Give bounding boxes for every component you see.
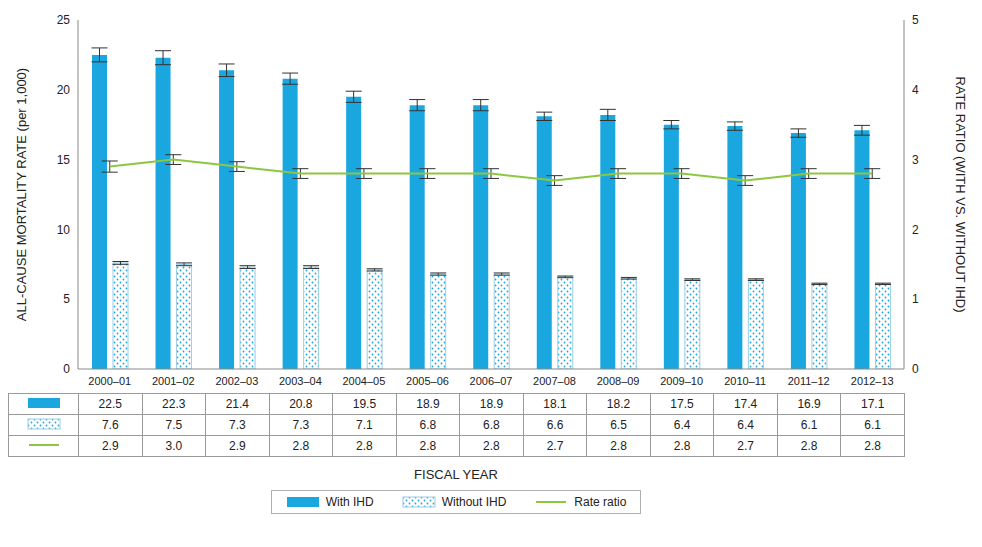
html-text:17.5: 17.5 — [670, 397, 694, 411]
svg-text:2007–08: 2007–08 — [533, 375, 576, 387]
html-text:2.8: 2.8 — [356, 439, 373, 453]
svg-text:0: 0 — [912, 362, 919, 376]
svg-text:2005–06: 2005–06 — [406, 375, 449, 387]
svg-text:5: 5 — [63, 292, 70, 306]
svg-text:RATE RATIO (WITH VS. WITHOUT I: RATE RATIO (WITH VS. WITHOUT IHD) — [953, 76, 968, 312]
html-text:2.7: 2.7 — [737, 439, 754, 453]
html-text:6.6: 6.6 — [546, 418, 564, 432]
svg-text:2: 2 — [912, 223, 919, 237]
html-text:Rate ratio: Rate ratio — [574, 495, 627, 509]
html-text:7.3: 7.3 — [229, 418, 246, 432]
html-text:2.8: 2.8 — [419, 439, 437, 453]
html-text:2.8: 2.8 — [673, 439, 691, 453]
html-text:2.9: 2.9 — [229, 439, 246, 453]
html-text:18.2: 18.2 — [606, 397, 631, 411]
html-text:6.1: 6.1 — [864, 418, 881, 432]
svg-text:2006–07: 2006–07 — [470, 375, 513, 387]
html-text:2.8: 2.8 — [292, 439, 310, 453]
html-text:6.8: 6.8 — [419, 418, 437, 432]
svg-text:5: 5 — [912, 13, 919, 27]
svg-text:2011–12: 2011–12 — [788, 375, 830, 387]
html-text:18.1: 18.1 — [543, 397, 567, 411]
svg-text:2012–13: 2012–13 — [851, 375, 894, 387]
svg-text:0: 0 — [63, 362, 70, 376]
svg-text:20: 20 — [57, 83, 71, 97]
svg-text:3: 3 — [912, 153, 919, 167]
html-text:22.3: 22.3 — [162, 397, 186, 411]
html-text:Without IHD: Without IHD — [441, 495, 507, 509]
svg-text:2009–10: 2009–10 — [660, 375, 703, 387]
svg-text:2003–04: 2003–04 — [279, 375, 322, 387]
html-text:6.4: 6.4 — [737, 418, 754, 432]
html-text:6.5: 6.5 — [610, 418, 627, 432]
html-text:6.4: 6.4 — [673, 418, 691, 432]
html-text:2.8: 2.8 — [483, 439, 500, 453]
svg-text:ALL-CAUSE MORTALITY RATE (per: ALL-CAUSE MORTALITY RATE (per 1,000) — [14, 68, 29, 321]
svg-text:2000–01: 2000–01 — [88, 375, 131, 387]
html-text:With IHD: With IHD — [325, 495, 374, 509]
svg-text:2010–11: 2010–11 — [724, 375, 766, 387]
html-text:3.0: 3.0 — [165, 439, 183, 453]
html-text:7.1: 7.1 — [356, 418, 373, 432]
svg-text:10: 10 — [57, 223, 71, 237]
html-text:2.8: 2.8 — [610, 439, 627, 453]
svg-text:15: 15 — [57, 153, 71, 167]
html-text:18.9: 18.9 — [416, 397, 440, 411]
html-text:22.5: 22.5 — [98, 397, 122, 411]
html-text:2.8: 2.8 — [800, 439, 818, 453]
html-text:17.1: 17.1 — [861, 397, 885, 411]
html-text:6.8: 6.8 — [483, 418, 500, 432]
svg-text:2002–03: 2002–03 — [215, 375, 258, 387]
html-text:17.4: 17.4 — [733, 397, 758, 411]
html-text:2.9: 2.9 — [101, 439, 119, 453]
svg-text:2008–09: 2008–09 — [597, 375, 640, 387]
html-text:19.5: 19.5 — [352, 397, 377, 411]
svg-text:1: 1 — [912, 292, 919, 306]
html-text:7.3: 7.3 — [292, 418, 310, 432]
html-text:2.7: 2.7 — [546, 439, 564, 453]
svg-text:4: 4 — [912, 83, 919, 97]
svg-text:25: 25 — [57, 13, 71, 27]
html-text:7.5: 7.5 — [165, 418, 183, 432]
html-text:20.8: 20.8 — [289, 397, 313, 411]
html-text:21.4: 21.4 — [225, 397, 249, 411]
html-text:18.9: 18.9 — [479, 397, 504, 411]
html-text:16.9: 16.9 — [797, 397, 821, 411]
svg-text:2001–02: 2001–02 — [152, 375, 195, 387]
html-text:FISCAL YEAR: FISCAL YEAR — [414, 467, 498, 482]
svg-text:2004–05: 2004–05 — [343, 375, 386, 387]
html-text:7.6: 7.6 — [101, 418, 119, 432]
html-text:6.1: 6.1 — [800, 418, 818, 432]
html-text:2.8: 2.8 — [864, 439, 881, 453]
